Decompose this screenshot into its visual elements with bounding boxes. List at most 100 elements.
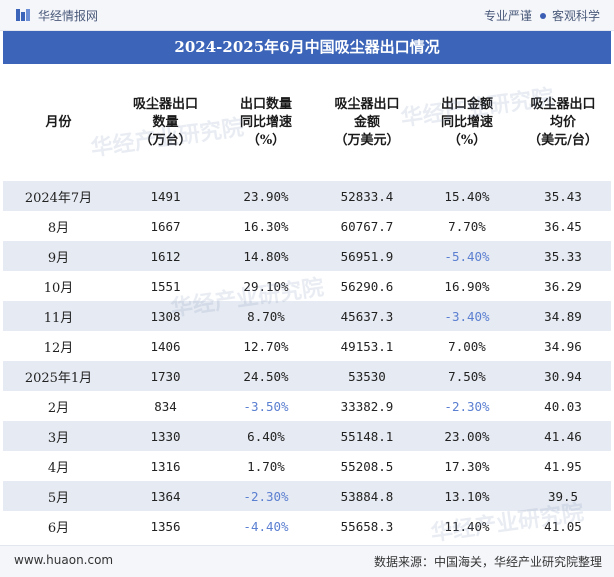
cell-price: 35.43 <box>515 181 611 211</box>
cell-month: 4月 <box>3 451 114 481</box>
column-header-line: 出口数量 <box>239 96 292 112</box>
cell-amount: 56951.9 <box>315 241 419 271</box>
column-header: 月份 <box>3 64 114 181</box>
table-row: 2025年1月 1730 24.50% 53530 7.50% 30.94 <box>3 361 611 391</box>
column-header-line: 吸尘器出口 <box>132 96 198 112</box>
column-header-line: 吸尘器出口 <box>334 96 400 112</box>
cell-qty-yoy: 29.10% <box>217 271 315 301</box>
cell-qty-yoy: 24.50% <box>217 361 315 391</box>
cell-month: 8月 <box>3 211 114 241</box>
cell-qty-yoy: 14.80% <box>217 241 315 271</box>
cell-price: 41.05 <box>515 511 611 541</box>
cell-amount-yoy: 7.50% <box>419 361 515 391</box>
cell-month: 3月 <box>3 421 114 451</box>
table-row: 6月 1356 -4.40% 55658.3 11.40% 41.05 <box>3 511 611 541</box>
cell-amount-yoy: 17.30% <box>419 451 515 481</box>
cell-amount: 45637.3 <box>315 301 419 331</box>
cell-qty-yoy: 1.70% <box>217 451 315 481</box>
slogan-right: 客观科学 <box>551 9 600 23</box>
column-header-line: 出口金额 <box>440 96 493 112</box>
cell-amount-yoy: 23.00% <box>419 421 515 451</box>
cell-qty-yoy: -4.40% <box>217 511 315 541</box>
column-header: 出口金额同比增速 （%） <box>419 64 515 181</box>
column-header: 出口数量同比增速 （%） <box>217 64 315 181</box>
cell-qty: 1551 <box>114 271 217 301</box>
cell-qty: 1406 <box>114 331 217 361</box>
cell-amount-yoy: -5.40% <box>419 241 515 271</box>
cell-price: 40.03 <box>515 391 611 421</box>
cell-amount-yoy: 15.40% <box>419 181 515 211</box>
cell-price: 34.89 <box>515 301 611 331</box>
column-header-line: 同比增速 <box>440 114 493 130</box>
cell-price: 41.46 <box>515 421 611 451</box>
cell-month: 12月 <box>3 331 114 361</box>
cell-amount: 56290.6 <box>315 271 419 301</box>
table-row: 11月 1308 8.70% 45637.3 -3.40% 34.89 <box>3 301 611 331</box>
cell-amount-yoy: 7.70% <box>419 211 515 241</box>
column-header-line: 金额 <box>353 114 380 130</box>
cell-amount: 52833.4 <box>315 181 419 211</box>
top-bar: 华经情报网 专业严谨 客观科学 <box>0 0 614 31</box>
cell-qty-yoy: 23.90% <box>217 181 315 211</box>
cell-month: 2月 <box>3 391 114 421</box>
cell-amount-yoy: 13.10% <box>419 481 515 511</box>
cell-price: 36.45 <box>515 211 611 241</box>
column-header-line: 月份 <box>45 114 72 130</box>
cell-amount: 55148.1 <box>315 421 419 451</box>
table-header-row: 月份 吸尘器出口数量 （万台） 出口数量同比增速 （%） 吸尘器出口金额 （万美元） 出口金额… <box>3 64 611 181</box>
cell-qty: 834 <box>114 391 217 421</box>
huajing-logo-icon <box>16 9 30 21</box>
table-row: 4月 1316 1.70% 55208.5 17.30% 41.95 <box>3 451 611 481</box>
cell-amount-yoy: 11.40% <box>419 511 515 541</box>
column-header-line: （万美元） <box>334 132 400 148</box>
cell-qty: 1612 <box>114 241 217 271</box>
cell-qty: 1316 <box>114 451 217 481</box>
data-source: 数据来源：中国海关，华经产业研究院整理 <box>373 555 602 569</box>
brand-name: 华经情报网 <box>38 9 99 23</box>
cell-amount: 33382.9 <box>315 391 419 421</box>
column-header: 吸尘器出口数量 （万台） <box>114 64 217 181</box>
cell-amount-yoy: -3.40% <box>419 301 515 331</box>
cell-month: 6月 <box>3 511 114 541</box>
column-header: 吸尘器出口金额 （万美元） <box>315 64 419 181</box>
table-row: 9月 1612 14.80% 56951.9 -5.40% 35.33 <box>3 241 611 271</box>
cell-amount: 49153.1 <box>315 331 419 361</box>
cell-amount-yoy: -2.30% <box>419 391 515 421</box>
table-row: 3月 1330 6.40% 55148.1 23.00% 41.46 <box>3 421 611 451</box>
cell-qty: 1356 <box>114 511 217 541</box>
column-header-line: （%） <box>447 132 487 148</box>
column-header-line: （美元/台） <box>528 132 598 148</box>
column-header: 吸尘器出口均价 （美元/台） <box>515 64 611 181</box>
cell-month: 5月 <box>3 481 114 511</box>
footer: www.huaon.com 数据来源：中国海关，华经产业研究院整理 <box>0 545 614 577</box>
cell-price: 35.33 <box>515 241 611 271</box>
column-header-line: 均价 <box>549 114 576 130</box>
column-header-line: （%） <box>246 132 286 148</box>
cell-month: 11月 <box>3 301 114 331</box>
cell-qty: 1308 <box>114 301 217 331</box>
cell-qty-yoy: 8.70% <box>217 301 315 331</box>
cell-month: 2025年1月 <box>3 361 114 391</box>
cell-qty-yoy: 6.40% <box>217 421 315 451</box>
cell-amount-yoy: 16.90% <box>419 271 515 301</box>
cell-amount: 53530 <box>315 361 419 391</box>
cell-amount-yoy: 7.00% <box>419 331 515 361</box>
cell-qty: 1730 <box>114 361 217 391</box>
cell-qty-yoy: 12.70% <box>217 331 315 361</box>
cell-price: 41.95 <box>515 451 611 481</box>
column-header-line: 数量 <box>152 114 179 130</box>
cell-qty: 1330 <box>114 421 217 451</box>
dot-icon <box>539 13 546 19</box>
cell-month: 9月 <box>3 241 114 271</box>
table-row: 12月 1406 12.70% 49153.1 7.00% 34.96 <box>3 331 611 361</box>
cell-month: 10月 <box>3 271 114 301</box>
column-header-line: 吸尘器出口 <box>530 96 596 112</box>
cell-price: 30.94 <box>515 361 611 391</box>
page-title: 2024-2025年6月中国吸尘器出口情况 <box>3 31 611 64</box>
export-table: 月份 吸尘器出口数量 （万台） 出口数量同比增速 （%） 吸尘器出口金额 （万美元） 出口金额… <box>3 64 611 541</box>
table-body: 2024年7月 1491 23.90% 52833.4 15.40% 35.43 8月 166… <box>3 181 611 541</box>
column-header-line: （万台） <box>139 132 192 148</box>
site-url: www.huaon.com <box>14 553 114 567</box>
column-header-line: 同比增速 <box>239 114 292 130</box>
table-row: 2月 834 -3.50% 33382.9 -2.30% 40.03 <box>3 391 611 421</box>
